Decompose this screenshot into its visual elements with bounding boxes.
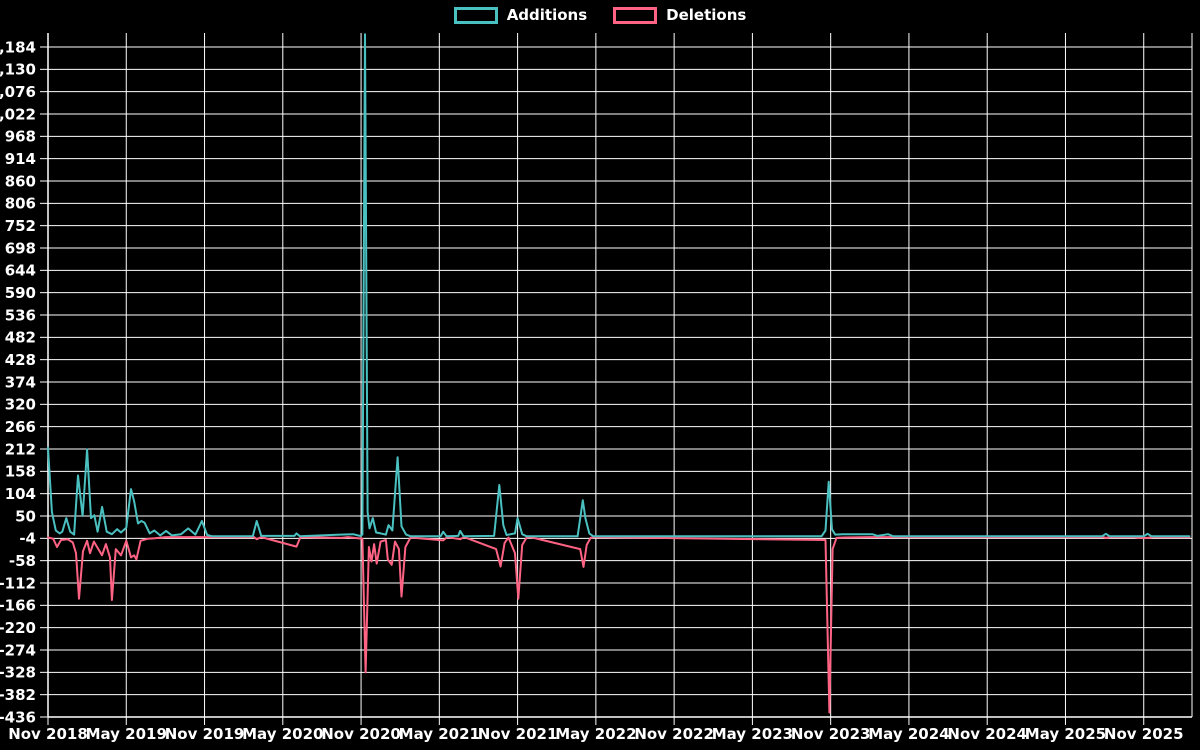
y-tick-label: 1,130 bbox=[0, 61, 36, 79]
gridlines bbox=[47, 33, 1192, 718]
deletions-line bbox=[47, 536, 1191, 714]
x-tick-label: Nov 2019 bbox=[165, 725, 245, 743]
additions-line bbox=[47, 33, 1191, 538]
y-tick-label: 320 bbox=[5, 396, 36, 414]
y-tick-label: 1,022 bbox=[0, 105, 36, 123]
y-tick-label: 482 bbox=[5, 329, 36, 347]
chart-legend: Additions Deletions bbox=[0, 7, 1200, 24]
y-tick-label: 374 bbox=[5, 373, 36, 391]
x-tick-label: Nov 2025 bbox=[1104, 725, 1184, 743]
y-tick-label: -112 bbox=[0, 574, 36, 592]
x-tick-label: Nov 2018 bbox=[8, 725, 88, 743]
tick-marks bbox=[40, 46, 1145, 725]
y-tick-label: 752 bbox=[5, 217, 36, 235]
x-tick-label: Nov 2023 bbox=[791, 725, 871, 743]
y-tick-label: -382 bbox=[0, 686, 36, 704]
y-tick-label: 806 bbox=[5, 195, 36, 213]
x-tick-label: Nov 2021 bbox=[478, 725, 558, 743]
y-tick-label: -166 bbox=[0, 597, 36, 615]
legend-item-additions[interactable]: Additions bbox=[453, 6, 588, 24]
y-tick-label: 860 bbox=[5, 172, 36, 190]
y-tick-label: -58 bbox=[9, 552, 36, 570]
y-axis-labels: 1,184 1,130 1,076 1,022 968 914 860 806 752 698 64… bbox=[0, 38, 36, 726]
x-tick-label: May 2022 bbox=[555, 725, 636, 743]
legend-label-additions: Additions bbox=[506, 6, 588, 24]
y-tick-label: 536 bbox=[5, 306, 36, 324]
y-tick-label: -274 bbox=[0, 641, 36, 659]
y-tick-label: 1,184 bbox=[0, 38, 36, 56]
x-tick-label: May 2020 bbox=[242, 725, 323, 743]
legend-item-deletions[interactable]: Deletions bbox=[613, 7, 746, 24]
y-tick-label: 266 bbox=[5, 418, 36, 436]
x-tick-label: Nov 2020 bbox=[321, 725, 401, 743]
y-tick-label: 104 bbox=[5, 485, 36, 503]
y-tick-label: -4 bbox=[19, 530, 36, 548]
y-tick-label: 698 bbox=[5, 239, 36, 257]
y-tick-label: 590 bbox=[5, 284, 36, 302]
x-tick-label: May 2019 bbox=[86, 725, 167, 743]
y-tick-label: 428 bbox=[5, 351, 36, 369]
y-tick-label: 158 bbox=[5, 463, 36, 481]
deletions-swatch-icon bbox=[613, 7, 658, 24]
y-tick-label: 968 bbox=[5, 128, 36, 146]
x-tick-label: Nov 2022 bbox=[634, 725, 714, 743]
x-tick-label: May 2025 bbox=[1025, 725, 1106, 743]
y-tick-label: 1,076 bbox=[0, 83, 36, 101]
y-tick-label: 914 bbox=[5, 150, 36, 168]
legend-label-deletions: Deletions bbox=[666, 6, 747, 24]
x-tick-label: May 2023 bbox=[712, 725, 793, 743]
y-tick-label: -328 bbox=[0, 664, 36, 682]
additions-swatch-icon bbox=[453, 7, 498, 24]
y-tick-label: 50 bbox=[15, 507, 36, 525]
axis-border bbox=[47, 33, 1193, 718]
y-tick-label: -436 bbox=[0, 708, 36, 726]
y-tick-label: 212 bbox=[5, 440, 36, 458]
y-tick-label: 644 bbox=[5, 262, 36, 280]
x-tick-label: May 2021 bbox=[399, 725, 480, 743]
series-lines bbox=[47, 33, 1191, 714]
x-tick-label: Nov 2024 bbox=[947, 725, 1027, 743]
y-tick-label: -220 bbox=[0, 619, 36, 637]
x-tick-label: May 2024 bbox=[868, 725, 949, 743]
